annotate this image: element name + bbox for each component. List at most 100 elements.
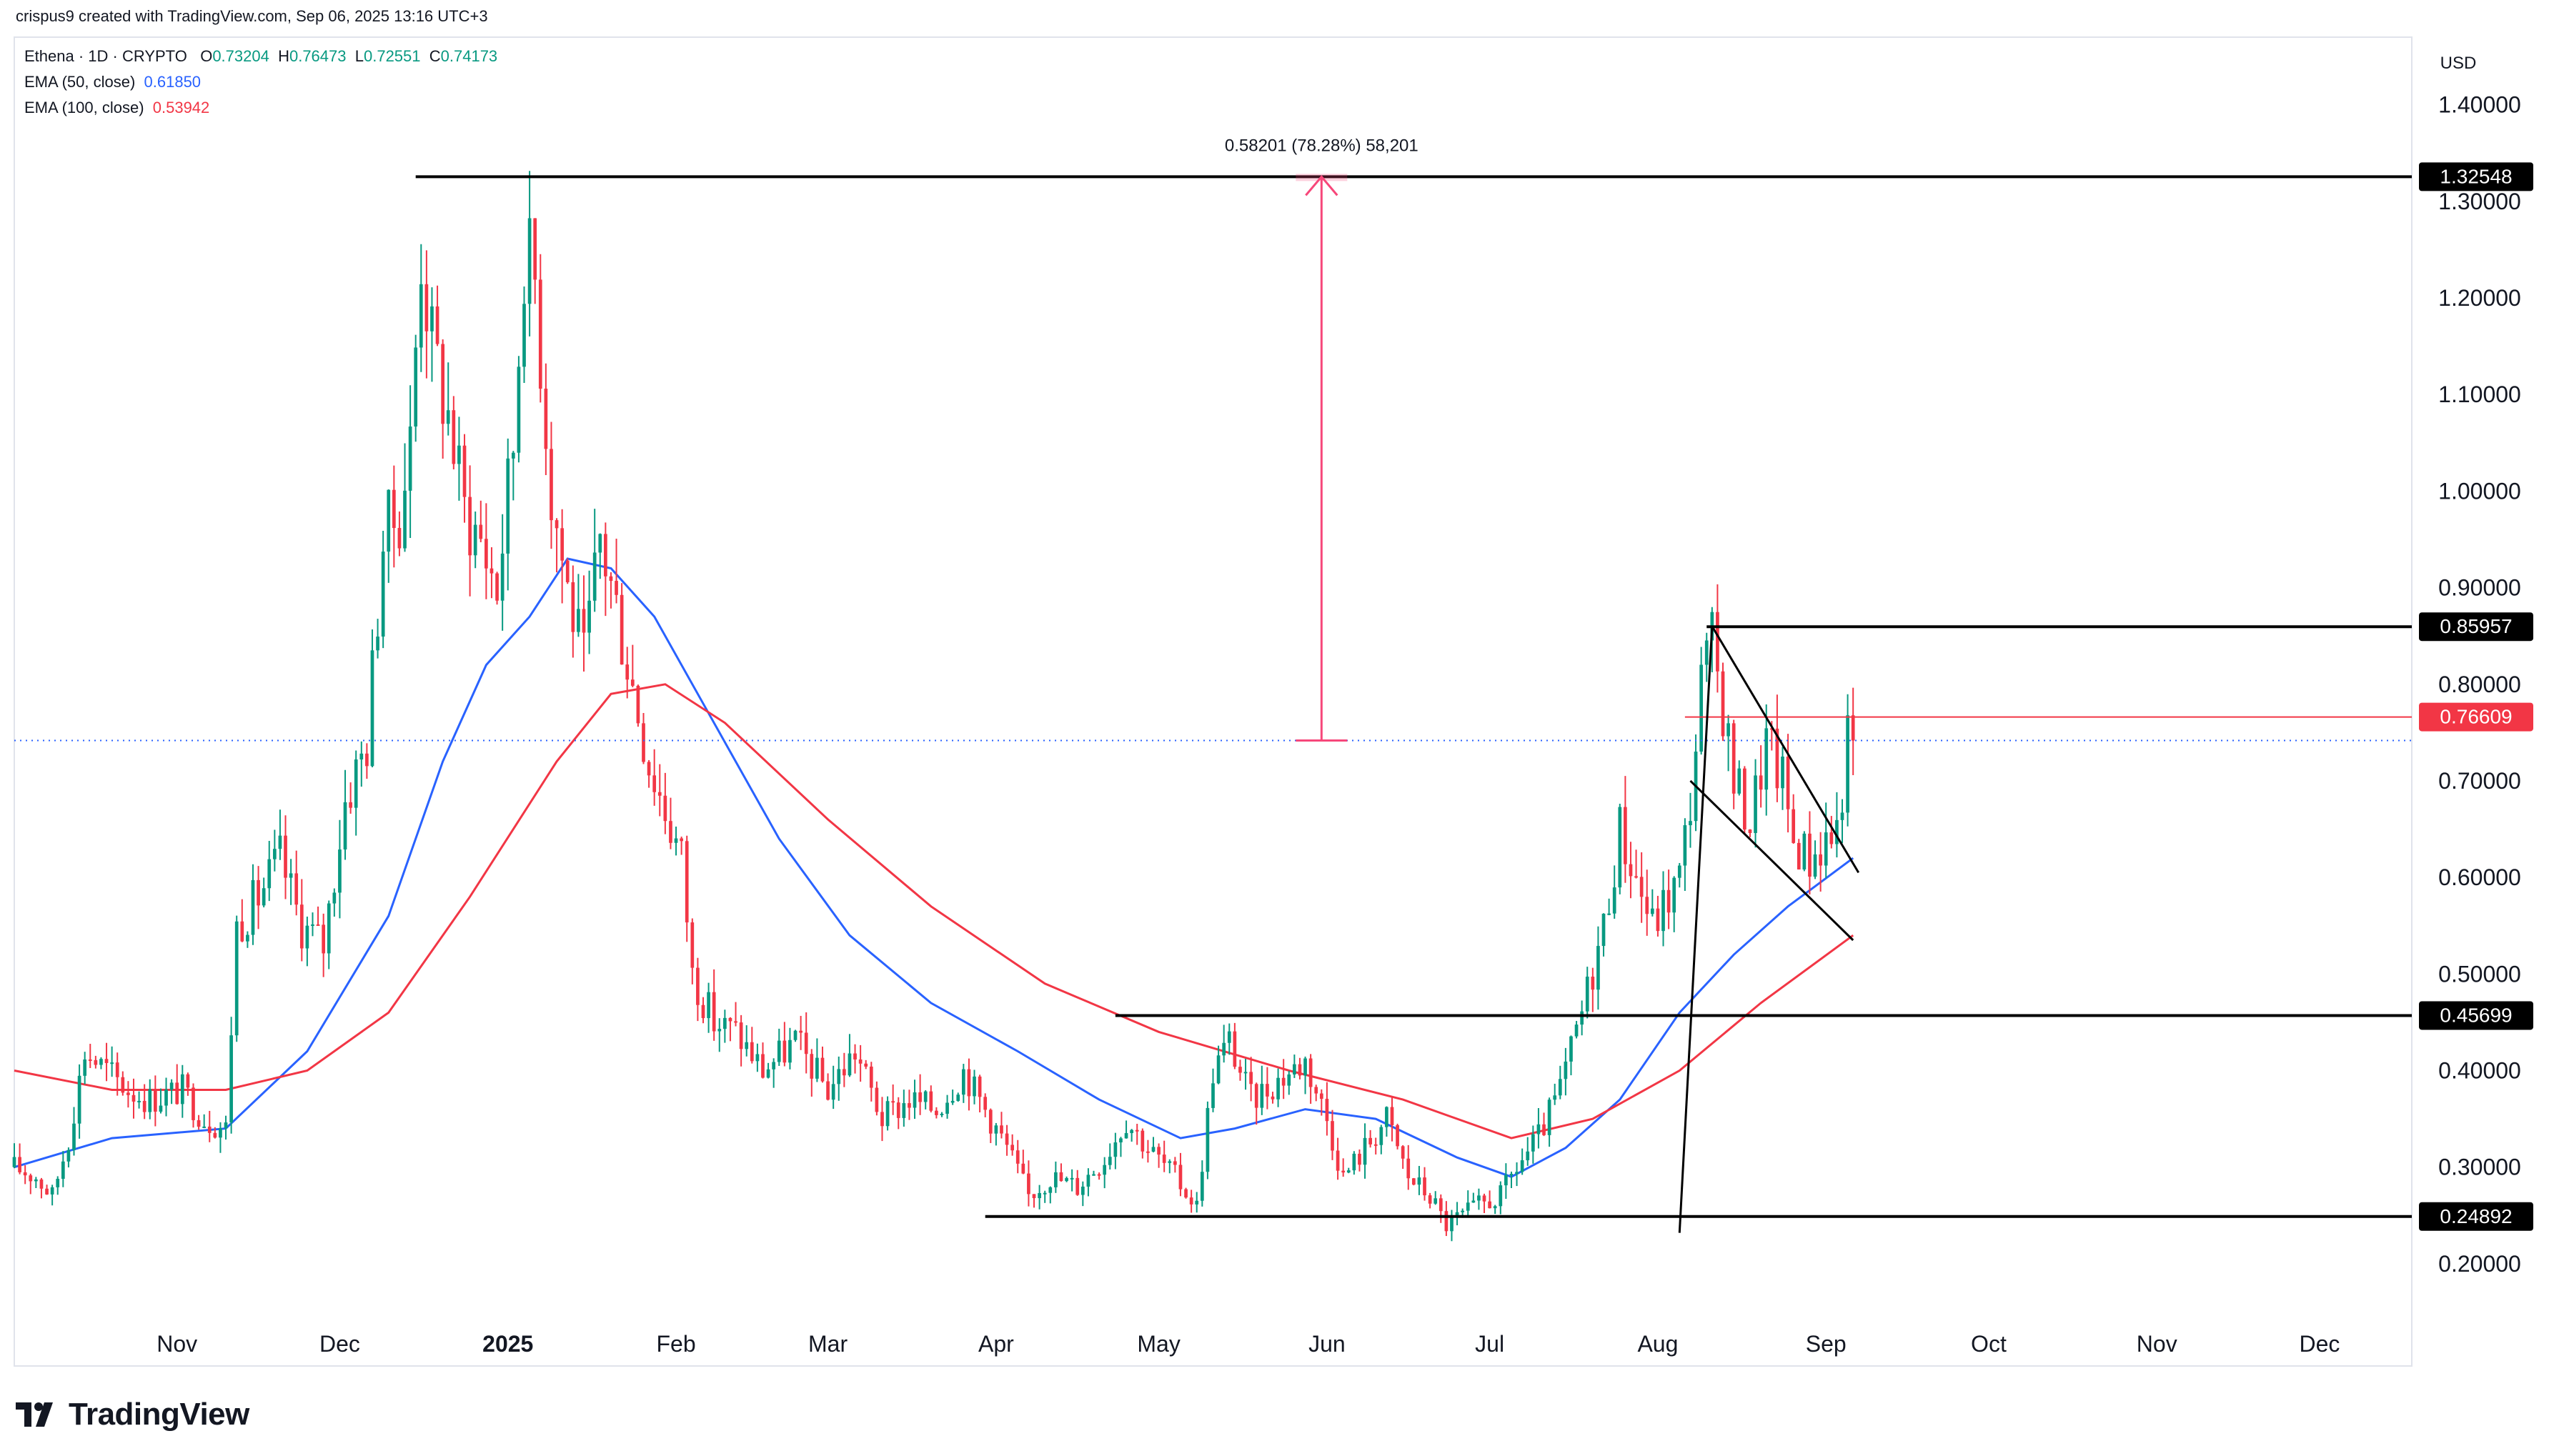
- candle-body: [354, 759, 358, 808]
- candle-body: [1591, 977, 1595, 990]
- candle-body: [652, 775, 657, 792]
- candle-body: [490, 568, 494, 574]
- candle-body: [1075, 1177, 1080, 1195]
- x-tick-label: Nov: [156, 1331, 197, 1357]
- candle-body: [1162, 1155, 1166, 1163]
- candle-body: [1650, 908, 1654, 914]
- candle-body: [560, 528, 564, 561]
- candle-body: [885, 1101, 890, 1127]
- y-tick-label: 1.30000: [2438, 189, 2521, 214]
- candle-body: [1336, 1150, 1340, 1171]
- candle-body: [61, 1161, 65, 1180]
- candle-body: [1775, 728, 1779, 789]
- candle-body: [343, 802, 347, 850]
- candle-body: [1574, 1024, 1579, 1037]
- candle-body: [327, 903, 331, 954]
- candle-body: [587, 600, 591, 633]
- legend-ema100[interactable]: EMA (100, close) 0.53942: [24, 99, 209, 117]
- candle-body: [609, 576, 613, 582]
- candle-body: [370, 650, 374, 767]
- candle-body: [1379, 1127, 1383, 1145]
- candle-body: [565, 560, 570, 582]
- candle-body: [387, 489, 391, 552]
- candle-body: [782, 1040, 787, 1063]
- candle-body: [1287, 1074, 1291, 1086]
- candle-body: [1010, 1145, 1015, 1151]
- candle-body: [848, 1053, 852, 1076]
- legend-ema50[interactable]: EMA (50, close) 0.61850: [24, 73, 201, 91]
- candle-body: [1450, 1216, 1454, 1232]
- candle-body: [305, 925, 309, 949]
- candle-body: [430, 306, 434, 331]
- candle-body: [527, 218, 532, 304]
- candle-body: [1358, 1153, 1361, 1165]
- candle-body: [592, 552, 597, 601]
- candle-body: [376, 637, 379, 651]
- candle-body: [66, 1150, 71, 1162]
- candle-body: [804, 1032, 808, 1054]
- candle-body: [289, 873, 293, 878]
- candle-body: [1526, 1151, 1530, 1161]
- candle-body: [1352, 1153, 1356, 1171]
- tradingview-logo[interactable]: TradingView: [16, 1397, 249, 1432]
- candle-body: [1032, 1194, 1036, 1199]
- ema50-line: [14, 557, 1854, 1178]
- candle-body: [229, 1035, 233, 1123]
- candle-body: [1482, 1195, 1486, 1202]
- candle-body: [1092, 1174, 1095, 1176]
- candle-body: [875, 1087, 879, 1112]
- level-price-label: 0.76609: [2440, 706, 2512, 728]
- candle-body: [1471, 1200, 1476, 1203]
- legend-ohlc: Ethena · 1D · CRYPTO O0.73204 H0.76473 L…: [24, 47, 498, 65]
- x-tick-label: 2025: [482, 1331, 533, 1357]
- candle-body: [246, 934, 249, 942]
- x-tick-label: Dec: [2300, 1331, 2340, 1357]
- level-price-label: 0.85957: [2440, 615, 2512, 637]
- candle-body: [468, 497, 472, 556]
- candle-body: [1520, 1160, 1524, 1172]
- x-tick-label: Apr: [978, 1331, 1014, 1357]
- candle-body: [126, 1092, 130, 1095]
- candle-body: [864, 1063, 868, 1067]
- y-tick-label: 0.20000: [2438, 1251, 2521, 1277]
- price-chart[interactable]: 1.32548 0.85957 0.76609 0.45699 0.24892 0.58…: [0, 0, 2554, 1379]
- candle-body: [1542, 1124, 1546, 1135]
- candle-body: [799, 1030, 803, 1033]
- candle-body: [837, 1069, 841, 1084]
- candle-body: [1737, 768, 1741, 794]
- candle-body: [1629, 864, 1633, 877]
- symbol-name[interactable]: Ethena · 1D · CRYPTO: [24, 47, 187, 65]
- candle-body: [1716, 612, 1719, 672]
- candle-body: [983, 1097, 988, 1110]
- candle-body: [1444, 1211, 1449, 1232]
- candle-body: [441, 344, 445, 424]
- candle-body: [1624, 807, 1627, 864]
- candle-body: [1829, 832, 1834, 844]
- candle-body: [1260, 1084, 1264, 1108]
- candle-body: [826, 1081, 830, 1100]
- candle-body: [978, 1076, 982, 1097]
- candle-body: [94, 1059, 98, 1065]
- ema50-value: 0.61850: [144, 73, 202, 91]
- candle-body: [1266, 1084, 1269, 1097]
- trendline: [1678, 626, 1714, 1233]
- candle-body: [908, 1103, 911, 1108]
- candle-body: [1368, 1137, 1372, 1145]
- open-value: 0.73204: [212, 47, 269, 65]
- candle-body: [267, 859, 272, 889]
- x-tick-label: Sep: [1806, 1331, 1847, 1357]
- candle-body: [896, 1102, 900, 1118]
- candle-body: [1553, 1095, 1557, 1100]
- candle-body: [435, 306, 439, 344]
- candle-body: [1227, 1031, 1231, 1043]
- candle-body: [446, 410, 450, 424]
- level-price-tag: [2419, 1001, 2533, 1030]
- x-tick-label: Dec: [319, 1331, 360, 1357]
- candle-body: [880, 1112, 884, 1127]
- candle-body: [39, 1179, 44, 1189]
- candle-body: [1607, 913, 1611, 915]
- candle-body: [533, 218, 537, 280]
- candle-body: [240, 921, 244, 942]
- candle-body: [1601, 913, 1606, 947]
- candle-body: [701, 1004, 705, 1019]
